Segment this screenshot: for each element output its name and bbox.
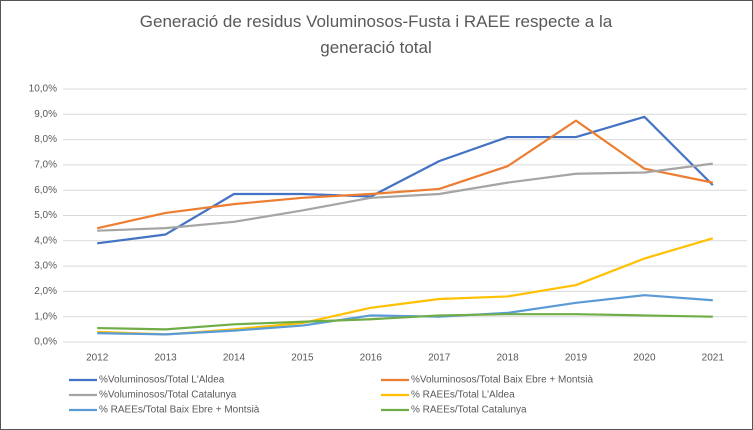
series-line (97, 162, 713, 232)
x-tick-label: 2015 (291, 353, 314, 364)
x-tick-label: 2012 (86, 353, 109, 364)
y-tick-label: 5,0% (34, 210, 57, 221)
x-tick-label: 2016 (360, 353, 383, 364)
y-tick-label: 6,0% (34, 185, 57, 196)
series-line (97, 294, 713, 336)
y-tick-label: 9,0% (34, 109, 57, 120)
x-tick-label: 2019 (565, 353, 588, 364)
x-tick-label: 2017 (428, 353, 451, 364)
x-tick-label: 2014 (223, 353, 246, 364)
legend-label: % RAEEs/Total Baix Ebre + Montsià (99, 405, 260, 416)
legend-label: %Voluminosos/Total L'Aldea (99, 375, 225, 386)
y-tick-label: 3,0% (34, 261, 57, 272)
legend-label: %Voluminosos/Total Catalunya (99, 390, 237, 401)
y-tick-label: 1,0% (34, 311, 57, 322)
series-line (97, 313, 713, 331)
series-line (97, 115, 714, 245)
legend-label: %Voluminosos/Total Baix Ebre + Montsià (411, 375, 593, 386)
y-tick-label: 2,0% (34, 286, 57, 297)
series-line (97, 237, 714, 336)
x-tick-label: 2018 (496, 353, 519, 364)
x-tick-label: 2020 (633, 353, 656, 364)
y-tick-label: 4,0% (34, 235, 57, 246)
y-tick-label: 10,0% (29, 84, 57, 95)
legend-label: % RAEEs/Total L'Aldea (411, 390, 515, 401)
series-line (96, 119, 714, 230)
y-tick-label: 8,0% (34, 134, 57, 145)
y-tick-label: 0,0% (34, 337, 57, 348)
legend-label: % RAEEs/Total Catalunya (411, 405, 527, 416)
chart-title: Generació de residus Voluminosos-Fusta i… (139, 12, 613, 57)
x-tick-label: 2021 (702, 353, 725, 364)
y-tick-label: 7,0% (34, 160, 57, 171)
x-tick-label: 2013 (154, 353, 177, 364)
